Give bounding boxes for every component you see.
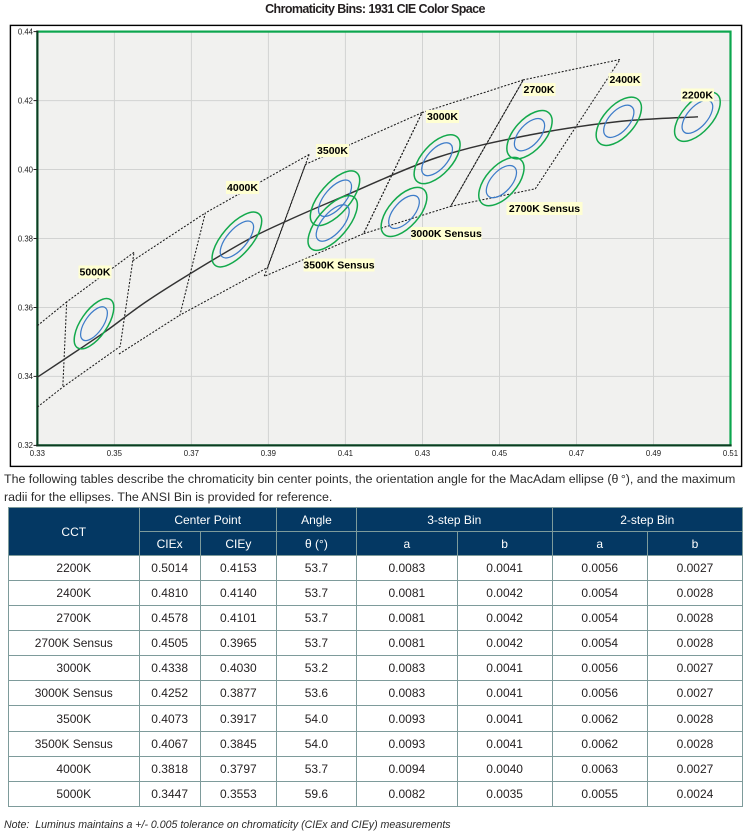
svg-text:2700K: 2700K [524, 84, 555, 96]
svg-text:0.51: 0.51 [723, 449, 738, 458]
svg-text:0.42: 0.42 [18, 96, 33, 105]
svg-text:0.36: 0.36 [18, 303, 33, 312]
svg-text:0.39: 0.39 [261, 449, 276, 458]
svg-text:0.37: 0.37 [184, 449, 199, 458]
svg-text:0.33: 0.33 [30, 449, 45, 458]
svg-text:3500K: 3500K [317, 145, 348, 157]
svg-text:0.40: 0.40 [18, 165, 34, 174]
svg-text:0.34: 0.34 [18, 372, 34, 381]
svg-text:0.45: 0.45 [492, 449, 508, 458]
svg-text:0.44: 0.44 [18, 27, 34, 36]
svg-text:5000K: 5000K [80, 267, 111, 279]
svg-text:0.32: 0.32 [18, 441, 33, 450]
svg-text:0.43: 0.43 [415, 449, 430, 458]
svg-text:2700K Sensus: 2700K Sensus [509, 203, 580, 215]
svg-text:4000K: 4000K [227, 182, 258, 194]
svg-text:0.38: 0.38 [18, 234, 33, 243]
svg-text:3000K Sensus: 3000K Sensus [411, 228, 482, 240]
svg-text:0.35: 0.35 [107, 449, 123, 458]
svg-text:3000K: 3000K [427, 111, 458, 123]
svg-text:0.41: 0.41 [338, 449, 353, 458]
svg-text:3500K Sensus: 3500K Sensus [303, 260, 374, 272]
svg-text:2400K: 2400K [610, 74, 641, 86]
svg-text:0.49: 0.49 [646, 449, 661, 458]
svg-text:2200K: 2200K [682, 90, 713, 102]
svg-text:0.47: 0.47 [569, 449, 584, 458]
